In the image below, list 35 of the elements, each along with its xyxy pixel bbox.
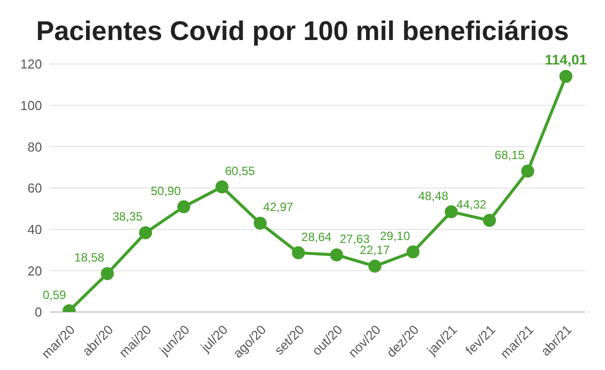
text: 68,15 (494, 148, 525, 162)
point (254, 216, 267, 230)
point (368, 260, 382, 273)
y-tick-label: 100 (20, 98, 42, 113)
text: 114,01 (544, 51, 587, 68)
y-tick-label: 40 (28, 222, 42, 237)
y-tick-label: 20 (28, 263, 42, 278)
y-tick-label: 60 (28, 180, 42, 196)
text: 22,17 (360, 243, 390, 258)
point (482, 214, 496, 227)
point (177, 200, 190, 214)
text: 50,90 (150, 184, 181, 198)
text: 29,10 (380, 228, 410, 243)
point (100, 267, 114, 280)
point (559, 70, 572, 83)
text: 0,59 (42, 288, 66, 302)
text: 42,97 (263, 200, 294, 214)
y-tick-label: 0 (34, 304, 42, 320)
text: 44,32 (456, 197, 486, 212)
chart-title: Pacientes Covid por 100 mil beneficiários (35, 15, 570, 48)
point (521, 164, 534, 178)
text: 60,55 (224, 164, 255, 178)
point (406, 245, 420, 258)
text: 18,58 (74, 250, 104, 265)
point (139, 226, 152, 240)
text: 48,48 (418, 188, 448, 203)
point (330, 248, 344, 262)
text: 27,63 (340, 232, 370, 246)
text: 38,35 (112, 210, 143, 224)
point (215, 180, 228, 194)
y-tick-label: 80 (28, 139, 42, 154)
point (292, 246, 305, 260)
y-tick-label: 120 (20, 56, 42, 72)
point (444, 205, 458, 218)
text: 28,64 (301, 230, 332, 244)
